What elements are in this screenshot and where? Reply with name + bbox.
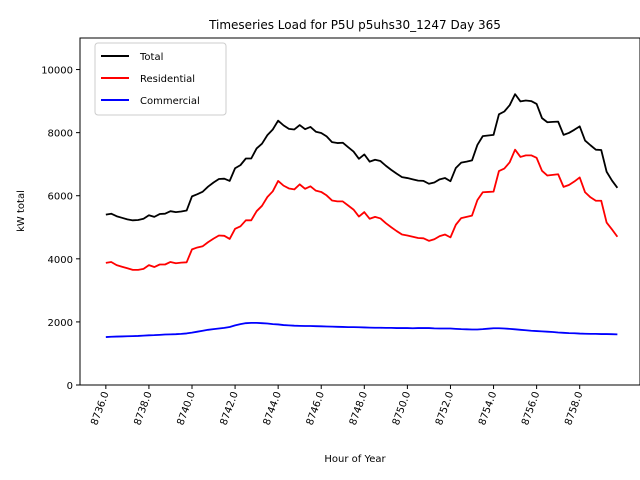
legend-label-commercial: Commercial [140, 96, 200, 107]
legend: Total Residential Commercial [94, 42, 227, 116]
x-axis-label: Hour of Year [324, 454, 386, 465]
plot-frame [79, 37, 640, 386]
x-tick-label: 8748.0 [348, 390, 370, 427]
series-line-residential [105, 148, 619, 271]
series-line-total [105, 93, 619, 222]
x-tick-label: 8740.0 [176, 390, 198, 427]
x-tick-label: 8746.0 [305, 390, 327, 427]
y-tick-label: 10000 [41, 66, 73, 77]
y-axis-label: kW total [16, 190, 27, 232]
y-tick-label: 8000 [48, 129, 73, 140]
x-tick-label: 8736.0 [89, 390, 111, 427]
y-tick-label: 2000 [48, 318, 73, 329]
y-tick-label: 6000 [48, 192, 73, 203]
x-tick-label: 8738.0 [132, 390, 154, 427]
x-tick-label: 8756.0 [520, 390, 542, 427]
x-tick-label: 8750.0 [391, 390, 413, 427]
chart-title: Timeseries Load for P5U p5uhs30_1247 Day… [208, 18, 501, 32]
legend-label-total: Total [139, 52, 163, 63]
legend-box [94, 42, 227, 116]
x-tick-label: 8754.0 [477, 390, 499, 427]
y-tick-label: 0 [67, 381, 73, 392]
x-tick-label: 8742.0 [219, 390, 241, 427]
x-tick-label: 8758.0 [563, 390, 585, 427]
legend-label-residential: Residential [140, 74, 195, 85]
x-tick-label: 8752.0 [434, 390, 456, 427]
x-tick-label: 8744.0 [262, 390, 284, 427]
series-line-commercial [105, 321, 618, 338]
y-tick-label: 4000 [48, 255, 73, 266]
